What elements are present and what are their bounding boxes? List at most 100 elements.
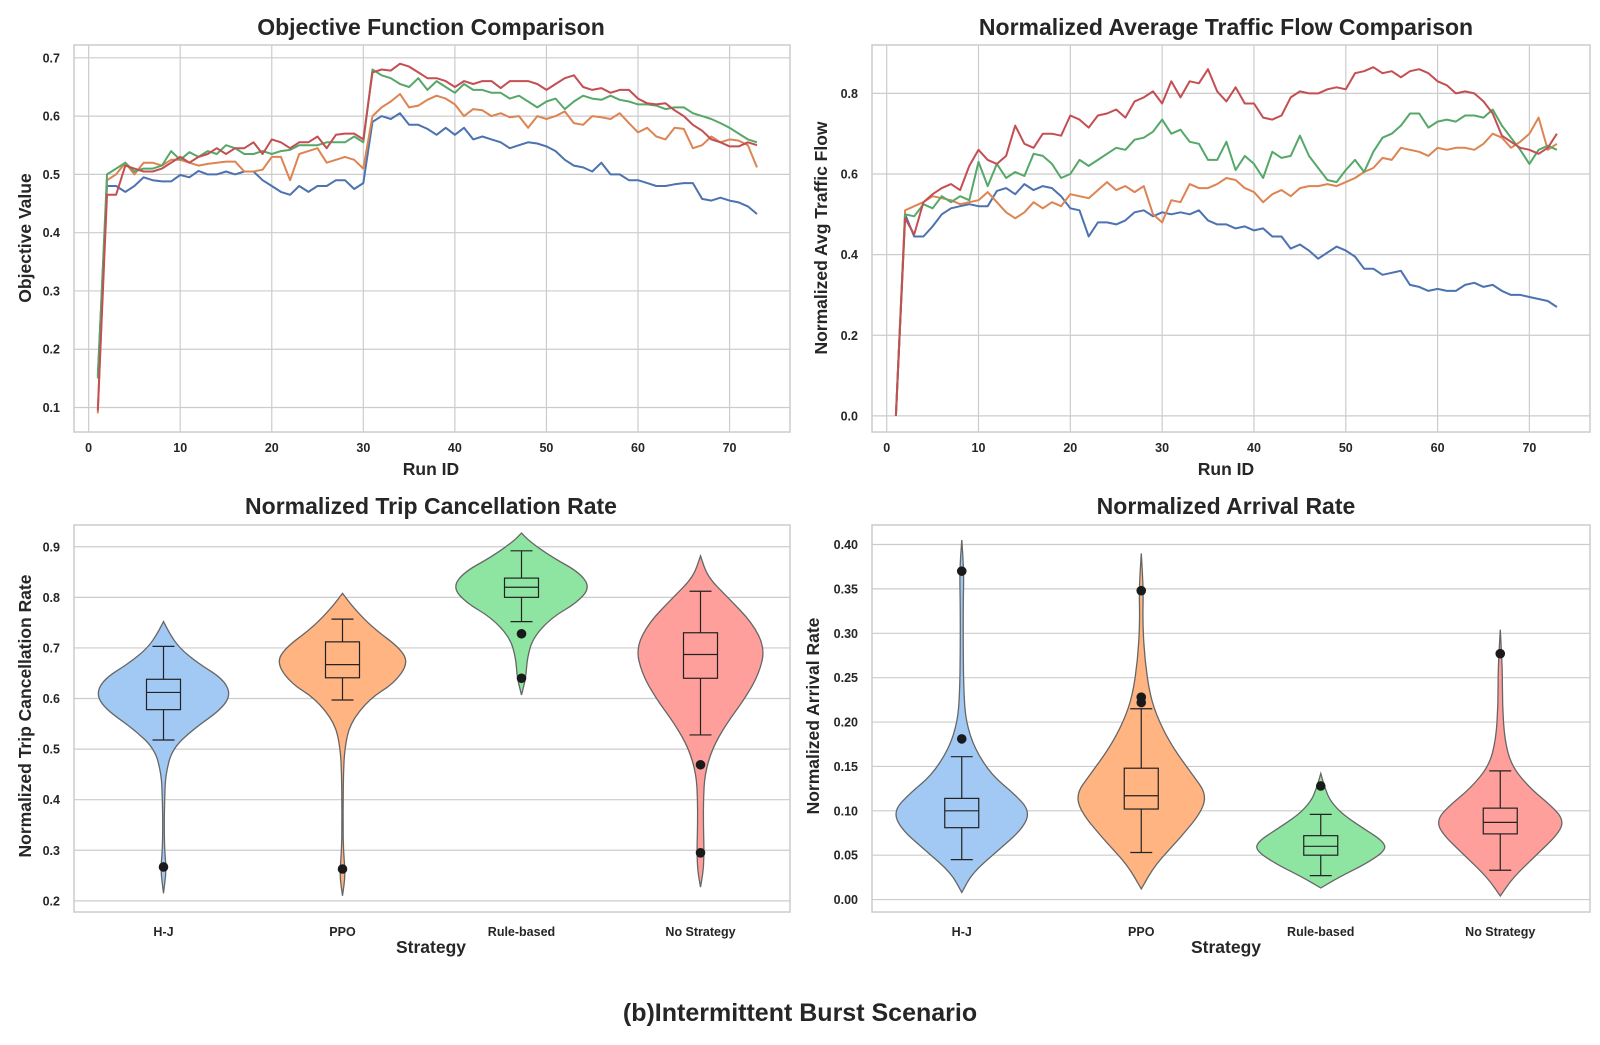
y-tick-label: 0.2 [43, 343, 60, 357]
x-tick-label: PPO [1128, 925, 1155, 939]
traffic-flow-chart: Normalized Average Traffic Flow Comparis… [811, 14, 1591, 479]
outlier-point [158, 862, 169, 872]
violin-group-2 [455, 532, 588, 696]
arrival-chart: Normalized Arrival Rate 0.00 0.05 0.10 0.15… [803, 493, 1591, 957]
box-iqr [944, 797, 980, 829]
x-tick-label: Rule-based [1287, 925, 1354, 939]
box-iqr [1303, 835, 1339, 856]
cancellation-y-axis-label: Normalized Trip Cancellation Rate [15, 574, 35, 857]
objective-chart: Objective Function Comparison 0.1 0.2 0.3 0… [15, 14, 791, 479]
series-line-hj [894, 183, 1558, 416]
y-tick-label: 0.5 [43, 743, 60, 757]
x-tick-label: 20 [265, 441, 279, 455]
x-tick-label: 0 [85, 441, 92, 455]
x-tick-label: 70 [1522, 441, 1536, 455]
y-tick-label: 0.3 [43, 844, 60, 858]
y-tick-label: 0.8 [43, 591, 60, 605]
cancellation-x-axis-label: Strategy [396, 937, 466, 957]
series-line-ppo [894, 116, 1558, 416]
violin-group-0 [895, 540, 1029, 894]
traffic-flow-grid [872, 45, 1590, 432]
series-line-none [894, 66, 1558, 416]
y-tick-label: 0.5 [43, 168, 60, 182]
x-tick-label: 50 [1339, 441, 1353, 455]
outlier-point [516, 628, 527, 639]
y-tick-label: 0.25 [834, 671, 858, 685]
x-tick-label: 60 [631, 441, 645, 455]
cancellation-chart: Normalized Trip Cancellation Rate 0.2 0.3… [15, 493, 791, 957]
objective-series [96, 62, 758, 414]
series-line-none [96, 62, 758, 411]
cancellation-title: Normalized Trip Cancellation Rate [245, 493, 617, 519]
violin-group-0 [97, 620, 230, 894]
x-tick-label: 10 [173, 441, 187, 455]
y-tick-label: 0.4 [841, 248, 858, 262]
y-tick-label: 0.15 [834, 760, 858, 774]
y-tick-label: 0.8 [841, 87, 858, 101]
x-tick-label: 0 [883, 441, 890, 455]
violin-body [895, 540, 1029, 894]
figure-caption: (b)Intermittent Burst Scenario [623, 999, 977, 1027]
y-tick-label: 0.20 [834, 716, 858, 730]
series-line-ppo [96, 93, 758, 414]
outlier-point [1136, 697, 1147, 708]
y-tick-label: 0.1 [43, 401, 60, 415]
arrival-y-axis-label: Normalized Arrival Rate [803, 617, 823, 814]
outlier-point [1495, 648, 1506, 659]
box-iqr [145, 678, 182, 711]
outlier-point [956, 734, 967, 744]
box-iqr [682, 632, 719, 679]
traffic-flow-series [894, 66, 1558, 416]
violin-group-1 [278, 592, 407, 896]
x-tick-label: H-J [153, 925, 173, 939]
violin-group-3 [637, 553, 764, 888]
y-tick-label: 0.7 [43, 51, 60, 65]
violin-group-2 [1256, 771, 1386, 889]
cancellation-plot-frame [73, 524, 791, 913]
box-iqr [324, 641, 361, 679]
y-tick-label: 0.35 [834, 582, 858, 596]
outlier-point [516, 673, 527, 684]
x-tick-label: 70 [723, 441, 737, 455]
y-tick-label: 0.10 [834, 804, 858, 818]
traffic-flow-x-axis-label: Run ID [1198, 459, 1254, 479]
y-tick-label: 0.00 [834, 893, 858, 907]
arrival-ticks: 0.00 0.05 0.10 0.15 0.20 0.25 0.30 0.35 0.40 H-J P… [834, 538, 1536, 939]
objective-title: Objective Function Comparison [257, 14, 605, 40]
outlier-point [1315, 781, 1326, 791]
x-tick-label: 40 [448, 441, 462, 455]
x-tick-label: 20 [1063, 441, 1077, 455]
outlier-point [695, 759, 706, 770]
violin-body [1437, 629, 1563, 898]
objective-x-axis-label: Run ID [403, 459, 459, 479]
y-tick-label: 0.4 [43, 793, 60, 807]
x-tick-label: 30 [356, 441, 370, 455]
x-tick-label: 60 [1431, 441, 1445, 455]
y-tick-label: 0.05 [834, 849, 858, 863]
y-tick-label: 0.3 [43, 284, 60, 298]
y-tick-label: 0.4 [43, 226, 60, 240]
outlier-point [1136, 585, 1147, 596]
box-iqr [1482, 807, 1518, 835]
violin-body [97, 620, 230, 894]
x-tick-label: No Strategy [665, 925, 735, 939]
y-tick-label: 0.30 [834, 627, 858, 641]
objective-plot-frame [73, 44, 791, 433]
x-tick-label: 50 [539, 441, 553, 455]
x-tick-label: No Strategy [1465, 925, 1535, 939]
y-tick-label: 0.2 [841, 329, 858, 343]
traffic-flow-ticks: 0.0 0.2 0.4 0.6 0.8 0 10 20 30 40 50 60 70 [841, 87, 1537, 455]
arrival-x-axis-label: Strategy [1191, 937, 1261, 957]
box-iqr [1123, 767, 1159, 810]
y-tick-label: 0.6 [43, 692, 60, 706]
y-tick-label: 0.6 [841, 168, 858, 182]
x-tick-label: Rule-based [488, 925, 555, 939]
objective-ticks: 0.1 0.2 0.3 0.4 0.5 0.6 0.7 0 10 20 30 40 50 60 70 [43, 51, 737, 455]
objective-grid [74, 45, 790, 432]
objective-y-axis-label: Objective Value [15, 173, 35, 303]
y-tick-label: 0.2 [43, 894, 60, 908]
cancellation-violins [97, 532, 764, 896]
arrival-title: Normalized Arrival Rate [1097, 493, 1356, 519]
x-tick-label: 10 [972, 441, 986, 455]
